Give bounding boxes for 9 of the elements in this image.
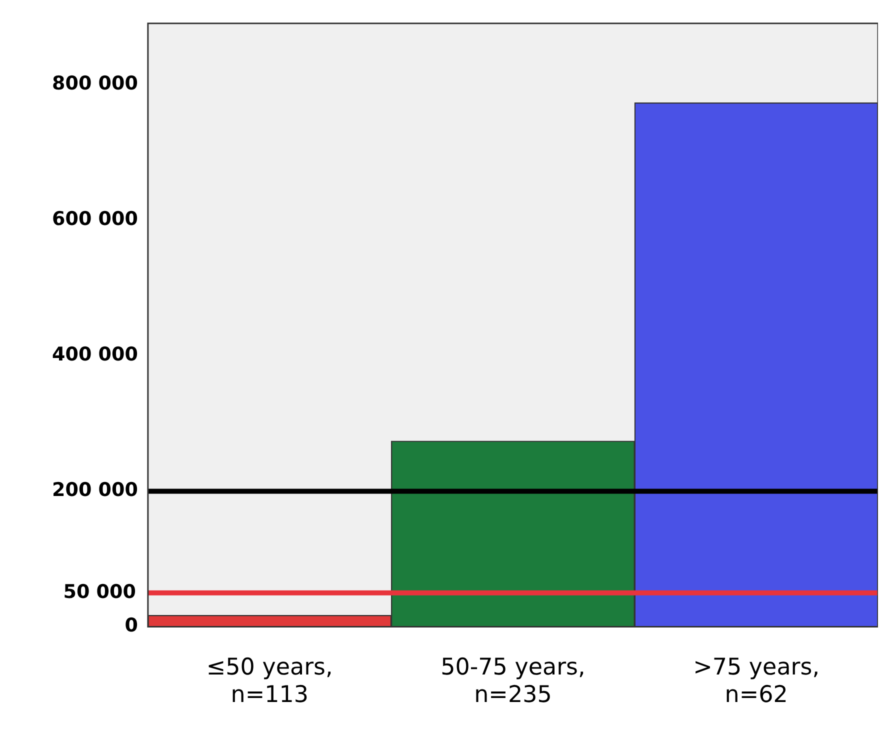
y-tick-label: 200 000: [52, 479, 138, 502]
x-tick-label: ≤50 years, n=113: [206, 654, 333, 708]
y-tick-label: 600 000: [52, 208, 138, 230]
y-tick-label: 0: [124, 614, 138, 637]
y-tick-label: 800 000: [52, 72, 138, 94]
x-tick-label: >75 years, n=62: [693, 654, 820, 708]
y-tick-label: 400 000: [52, 344, 138, 366]
x-tick-label: 50-75 years, n=235: [440, 654, 586, 708]
ref-line-label: 50 000: [63, 580, 136, 603]
